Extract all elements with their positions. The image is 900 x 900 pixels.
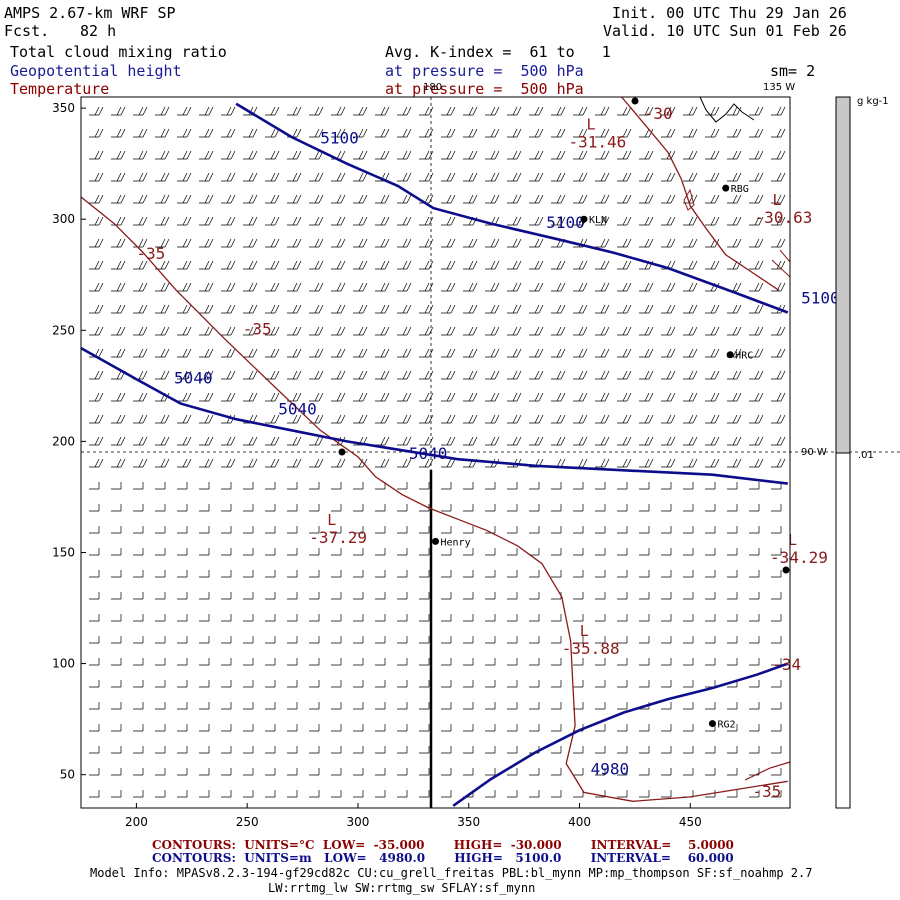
x-tick-label: 450 [679,815,702,829]
meridian-label: 90 W [801,447,827,458]
meridian-label: 135 W [763,82,795,93]
colorbar-filled [835,96,851,454]
forecast-hours: 82 h [80,22,117,40]
low-marker: L [586,116,595,134]
low-marker: L [773,191,782,209]
low-value: -37.29 [309,528,367,547]
plot-frame [80,96,791,809]
temp-contour-label: -35 [752,782,781,801]
wind-barbs-layer [89,106,786,798]
temp-contour-label: -35 [243,320,272,339]
temp-contour-line [80,196,788,802]
y-tick-label: 200 [52,434,75,448]
x-tick-label: 200 [125,815,148,829]
station-dot [782,566,790,574]
station-dot [580,215,588,223]
colorbar-empty [835,452,851,809]
wind-barb [89,106,786,798]
y-tick-label: 350 [52,101,75,115]
height-contour-label: 5040 [409,444,448,463]
coastline-layer [683,96,791,781]
station-label: HRC [735,351,753,362]
contour-labels-layer: 5100 5100 5100 5040 5040 5040 4980 -35 -35 -30 -35… [136,104,839,801]
forecast-label: Fcst. [4,22,50,40]
station-dot [631,97,639,105]
k-index-average: Avg. K-index = 61 to 1 [385,43,611,61]
colorbar-unit: g kg-1 [857,96,889,107]
height-contour-info: CONTOURS: UNITS=m LOW= 4980.0 HIGH= 5100… [152,851,734,865]
station-dot [432,537,439,545]
height-contour-label: 5100 [801,289,840,308]
height-contours-layer [80,102,789,807]
field-temperature: Temperature [10,80,110,98]
x-tick-label: 350 [457,815,480,829]
x-tick-label: 300 [347,815,370,829]
colorbar-tick-label: .01 [858,450,874,461]
colorbar: g kg-1 .01 [835,96,889,809]
model-info: Model Info: MPASv8.2.3-194-gf29cd82c CU:… [90,866,813,880]
grid-lines-layer [81,97,900,808]
valid-time: Valid. 10 UTC Sun 01 Feb 26 [603,22,847,40]
init-time: Init. 00 UTC Thu 29 Jan 26 [612,4,847,22]
y-tick-label: 100 [52,657,75,671]
station-dot [338,448,346,456]
height-contour-line [452,662,789,807]
temp-contour-fragment [744,761,791,781]
station-dot [726,351,734,359]
y-tick-label: 300 [52,212,75,226]
model-title: AMPS 2.67-km WRF SP [4,4,176,22]
low-marker: L [327,511,336,529]
pressure-level-temp: at pressure = 500 hPa [385,80,584,98]
model-info-physics: LW:rrtmg_lw SW:rrtmg_sw SFLAY:sf_mynn [268,881,536,895]
field-geopotential: Geopotential height [10,62,182,80]
y-tick-label: 50 [60,768,75,782]
temp-contour-info: CONTOURS: UNITS=°C LOW= -35.000 HIGH= -3… [152,838,734,852]
height-contour-line [235,102,789,314]
height-contour-label: 5040 [174,369,213,388]
height-contour-label: 5100 [546,213,585,232]
temp-contour-fragment [771,249,791,278]
station-dot [708,720,716,728]
smoothing-label: sm= 2 [770,62,816,80]
axes-layer: 200 250 300 350 400 450 50 100 150 200 250 300 350 18… [52,82,827,829]
height-contour-line [80,346,788,485]
x-tick-label: 250 [236,815,259,829]
height-contour-label: 5100 [320,129,359,148]
station-label: KLN [589,215,607,226]
temperature-contours-layer [80,96,788,802]
low-value: -34.29 [770,548,828,567]
stations-layer: RBG KLN HRC Henry RG2 [338,97,790,731]
x-tick-label: 400 [568,815,591,829]
temp-contour-label: -34 [772,655,801,674]
low-value: -35.88 [562,639,620,658]
y-tick-label: 250 [52,323,75,337]
low-marker: L [580,622,589,640]
coastline [699,96,755,123]
station-label: RBG [731,184,749,195]
temp-contour-line [621,96,780,291]
y-tick-label: 150 [52,545,75,559]
pressure-level-height: at pressure = 500 hPa [385,62,584,80]
temp-contour-label: -30 [644,104,673,123]
station-label: RG2 [717,720,735,731]
temp-contour-fragment [683,188,695,211]
meridian-label: 180 [423,82,442,93]
station-label: Henry [441,537,471,548]
station-dot [722,184,730,192]
low-marker: L [788,531,797,549]
temp-contour-label: -35 [136,244,165,263]
low-value: -31.46 [568,133,626,152]
field-cloud-mixing: Total cloud mixing ratio [10,43,227,61]
height-contour-label: 5040 [278,400,317,419]
height-contour-label: 4980 [591,760,630,779]
low-value: -30.63 [755,208,813,227]
